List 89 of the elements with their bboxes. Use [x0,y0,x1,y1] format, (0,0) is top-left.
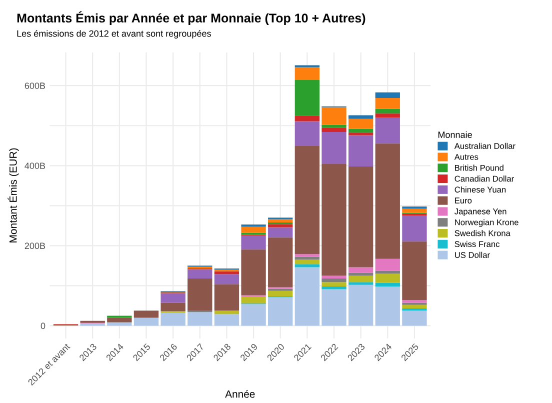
bar [241,296,266,304]
bar [188,269,212,278]
bar [134,318,159,326]
bar [402,241,427,300]
bar [348,267,374,273]
bar [322,128,346,132]
chart-subtitle: Les émissions de 2012 et avant sont regroupées [17,30,211,39]
bar [160,293,186,303]
bar [348,118,374,129]
legend-label: Australian Dollar [454,142,516,149]
bar [268,227,293,238]
y-axis-title: Montant Émis (EUR) [8,148,19,242]
bar [322,107,346,125]
bar [375,92,400,98]
bar [294,80,320,116]
bar [322,282,346,286]
bar [241,226,266,233]
bar [375,274,400,283]
bar [294,267,320,326]
bar [294,260,320,264]
bar [107,322,132,326]
legend-label: Norwegian Krone [455,219,518,227]
bar [268,297,293,326]
bar [160,302,186,312]
bar [268,219,293,222]
bar [322,276,346,278]
bar [322,278,346,282]
legend-label: Canadian Dollar [454,176,514,182]
bar [294,116,320,122]
legend-label: Euro [455,198,472,204]
y-tick-label: 400B [24,162,46,169]
bar [214,274,240,284]
bar [348,115,374,119]
bar [294,121,320,146]
bar [268,290,293,296]
y-tick-label: 200B [24,242,46,250]
legend-label: US Dollar [455,252,490,258]
bar [348,282,374,285]
bar [268,224,293,228]
bar [375,108,400,114]
bar [294,146,320,254]
bar [107,318,132,322]
bar [214,284,240,311]
bar [375,282,400,286]
bar [375,286,400,326]
bar [348,128,374,132]
bar [294,264,320,268]
bar [294,254,320,257]
bar [322,164,346,276]
bar [375,98,400,109]
bar [402,300,427,303]
bar [294,67,320,80]
legend-label: Swedish Krona [454,230,510,236]
bar [322,132,346,164]
legend-label: Chinese Yuan [454,186,506,193]
bar [241,249,266,296]
bar [348,166,374,268]
legend-label: Autres [454,154,478,160]
bar [375,258,400,271]
bar [375,143,400,259]
bar [160,312,186,326]
bar [322,289,346,326]
bar [268,237,293,288]
bar [348,284,374,326]
x-axis-title: Année [225,390,255,398]
bar [402,216,427,242]
bar [214,310,240,314]
bar [214,314,240,326]
legend-label: Swiss Franc [454,240,500,248]
legend-title: Monnaie [438,131,472,138]
y-tick-label: 600B [24,82,46,89]
bar [241,236,266,250]
bar [322,286,346,290]
bar [375,113,400,118]
y-tick-label: 0 [40,322,46,330]
bar [348,276,374,282]
bar [402,304,427,309]
bar [134,310,159,318]
legend-label: Japanese Yen [454,208,506,216]
bar [348,135,374,166]
legend-label: British Pound [455,164,504,171]
bar [402,310,427,326]
bar [375,118,400,144]
chart-title: Montants Émis par Année et par Monnaie (Top 10 + Autres) [17,11,366,25]
bar [241,304,266,326]
bar [188,312,212,326]
bar [402,208,427,213]
bar [188,278,212,311]
bar [322,124,346,128]
